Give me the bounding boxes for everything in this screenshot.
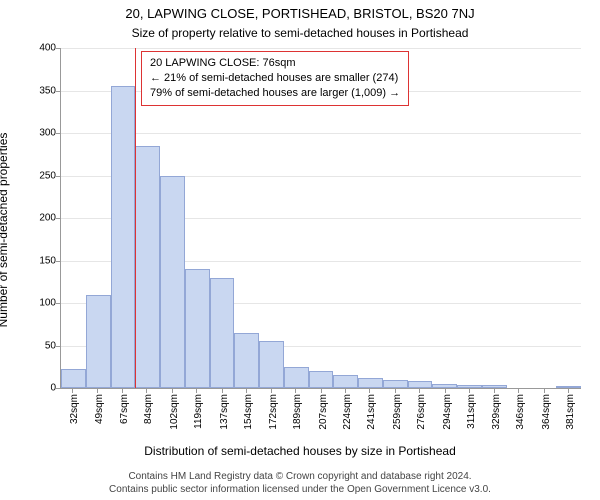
x-tick-mark [395,388,396,393]
x-tick-mark [97,388,98,393]
x-tick-label: 67sqm [119,394,130,424]
y-tick-label: 350 [39,85,61,96]
x-tick-label: 189sqm [292,394,303,430]
x-tick-label: 329sqm [491,394,502,430]
chart-container: { "title": "20, LAPWING CLOSE, PORTISHEA… [0,0,600,500]
y-tick-label: 400 [39,43,61,54]
histogram-bar [234,333,259,388]
y-tick-label: 250 [39,170,61,181]
footer-line: Contains public sector information licen… [0,483,600,496]
y-tick-label: 300 [39,128,61,139]
chart-subtitle: Size of property relative to semi-detach… [0,26,600,40]
x-tick-mark [321,388,322,393]
histogram-bar [160,176,185,389]
info-box-line: 79% of semi-detached houses are larger (… [150,86,400,101]
histogram-bar [111,86,136,388]
x-tick-label: 119sqm [193,394,204,429]
x-tick-mark [494,388,495,393]
y-tick-label: 150 [39,255,61,266]
y-tick-label: 0 [50,383,61,394]
x-tick-mark [146,388,147,393]
x-tick-label: 259sqm [392,394,403,430]
x-tick-mark [518,388,519,393]
x-tick-label: 224sqm [342,394,353,430]
y-axis-label: Number of semi-detached properties [0,133,10,328]
x-tick-label: 364sqm [541,394,552,430]
y-tick-label: 200 [39,213,61,224]
x-tick-mark [196,388,197,393]
x-tick-mark [122,388,123,393]
x-tick-mark [295,388,296,393]
x-tick-label: 49sqm [94,394,105,424]
x-tick-label: 276sqm [416,394,427,430]
footer-attribution: Contains HM Land Registry data © Crown c… [0,470,600,496]
x-tick-mark [445,388,446,393]
x-tick-label: 32sqm [69,394,80,424]
histogram-bar [383,380,408,389]
info-box-line: 20 LAPWING CLOSE: 76sqm [150,56,400,71]
x-tick-label: 346sqm [515,394,526,430]
reference-line [135,48,136,388]
x-tick-mark [419,388,420,393]
histogram-bar [86,295,111,389]
plot-area: 05010015020025030035040032sqm49sqm67sqm8… [60,48,581,389]
footer-line: Contains HM Land Registry data © Crown c… [0,470,600,483]
x-tick-label: 381sqm [565,394,576,430]
histogram-bar [210,278,235,389]
x-tick-label: 102sqm [169,394,180,430]
histogram-bar [309,371,334,388]
histogram-bar [259,341,284,388]
x-tick-mark [172,388,173,393]
histogram-bar [135,146,160,388]
x-tick-mark [246,388,247,393]
x-tick-mark [469,388,470,393]
info-box-line: ← 21% of semi-detached houses are smalle… [150,71,400,86]
y-tick-label: 50 [45,340,61,351]
histogram-bar [61,369,86,388]
x-tick-label: 137sqm [219,394,230,430]
x-axis-label: Distribution of semi-detached houses by … [0,444,600,458]
x-tick-label: 294sqm [442,394,453,430]
x-tick-label: 241sqm [366,394,377,430]
histogram-bar [408,381,433,388]
y-tick-label: 100 [39,298,61,309]
x-tick-mark [345,388,346,393]
x-tick-mark [369,388,370,393]
chart-title: 20, LAPWING CLOSE, PORTISHEAD, BRISTOL, … [0,6,600,21]
x-tick-mark [544,388,545,393]
x-tick-label: 311sqm [466,394,477,429]
gridline [61,133,581,134]
x-tick-mark [271,388,272,393]
x-tick-label: 172sqm [268,394,279,430]
x-tick-label: 154sqm [243,394,254,430]
x-tick-mark [568,388,569,393]
histogram-bar [185,269,210,388]
gridline [61,48,581,49]
x-tick-label: 84sqm [143,394,154,424]
histogram-bar [358,378,383,388]
histogram-bar [284,367,309,388]
x-tick-label: 207sqm [318,394,329,430]
info-box: 20 LAPWING CLOSE: 76sqm← 21% of semi-det… [141,51,409,106]
x-tick-mark [222,388,223,393]
histogram-bar [333,375,358,388]
x-tick-mark [72,388,73,393]
